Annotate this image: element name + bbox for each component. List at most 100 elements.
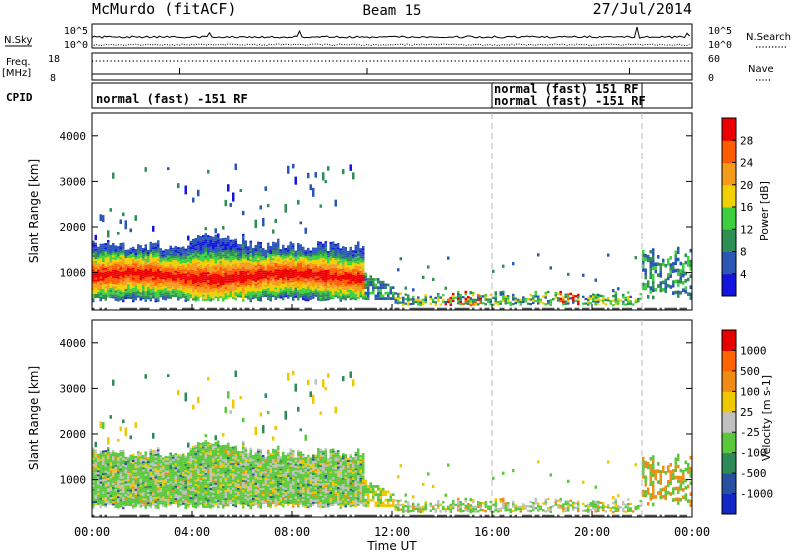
velocity-cell-1685: [167, 480, 170, 483]
power-cell-996: [134, 255, 137, 258]
power-cell-7048: [612, 289, 615, 293]
power-cell-7244: [659, 288, 662, 293]
velocity-cell-1987: [182, 488, 185, 491]
velocity-cell-1161: [142, 459, 145, 462]
velocity-cell-1259: [147, 473, 150, 476]
velocity-cell-2277: [194, 490, 197, 493]
velocity-cell-2065: [184, 465, 187, 468]
power-cell-2468: [202, 280, 205, 283]
power-cell-6954: [584, 297, 587, 301]
power-cell-6358: [402, 301, 405, 304]
velocity-cell-1665: [167, 501, 170, 504]
power-cell-5082: [314, 286, 317, 289]
velocity-cell-1223: [144, 451, 147, 454]
power-cell-1916: [177, 249, 180, 252]
power-cell-5308: [324, 290, 327, 293]
noise-tick-top-left: 10^5: [64, 26, 88, 37]
velocity-cell-1699: [167, 466, 170, 469]
power-cell-1162: [142, 250, 145, 253]
power-cell-2324: [197, 296, 200, 299]
power-cell-5938: [352, 262, 355, 265]
velocity-cell-1857: [174, 461, 177, 464]
power-cell-5356: [324, 241, 327, 244]
power-cell-88: [94, 269, 97, 272]
power-cell-7042: [612, 304, 615, 307]
power-cell-4606: [292, 276, 295, 279]
power-cell-5920: [352, 281, 355, 284]
power-cell-2110: [187, 268, 190, 271]
velocity-cell-1441: [154, 457, 157, 460]
velocity-cell-1567: [162, 498, 165, 501]
power-cell-7408: [689, 292, 692, 297]
power-cell-3856: [257, 247, 260, 250]
power-cell-1594: [162, 262, 165, 265]
power-cell-7118: [634, 300, 637, 304]
power-cell-5702: [342, 287, 345, 290]
velocity-cell-2355: [197, 472, 200, 475]
power-cell-3666: [249, 273, 252, 276]
power-cell-5196: [319, 284, 322, 287]
power-cell-7318: [672, 307, 675, 310]
power-cell-1952: [179, 265, 182, 268]
power-cell-4412: [282, 250, 285, 254]
velocity-cell-497: [112, 460, 115, 463]
power-cell-2432: [199, 250, 202, 253]
power-cell-2294: [194, 264, 197, 267]
power-cell-6290: [384, 291, 387, 295]
velocity-cell-149: [97, 472, 100, 475]
power-cell-1146: [142, 266, 145, 269]
velocity-cell-555: [114, 460, 117, 463]
power-cell-4674: [294, 264, 297, 268]
power-cell-4290: [277, 263, 280, 266]
velocity-cell-1753: [169, 462, 172, 465]
power-cell-7194: [649, 257, 652, 261]
velocity-cell-2103: [187, 483, 190, 486]
power-cell-5028: [312, 290, 315, 293]
power-cell-3950: [262, 270, 265, 273]
power-cell-2732: [212, 283, 215, 286]
power-cell-2758: [212, 257, 215, 260]
power-cell-194: [99, 272, 102, 275]
power-cell-800: [127, 290, 130, 293]
power-cell-6040: [357, 266, 360, 269]
power-cell-1390: [152, 225, 155, 232]
power-cell-4784: [299, 264, 302, 267]
power-cell-5112: [314, 255, 317, 258]
power-cell-2846: [214, 307, 217, 310]
power-cell-2062: [184, 260, 187, 264]
power-cell-1222: [144, 244, 147, 247]
velocity-cell-1481: [157, 476, 160, 479]
power-cell-804: [127, 286, 130, 289]
power-cell-6864: [557, 299, 560, 302]
power-cell-2856: [217, 290, 220, 293]
power-cell-2014: [182, 252, 185, 255]
power-cell-2702: [209, 248, 212, 251]
cpid-segment-2: normal (fast) 151 RF: [494, 82, 639, 96]
velocity-cell-607: [117, 463, 120, 466]
velocity-cell-1517: [159, 496, 162, 499]
power-cell-898: [132, 300, 135, 303]
power-cell-3608: [247, 274, 250, 277]
power-cell-7144: [642, 260, 645, 265]
velocity-cell-1807: [172, 460, 175, 463]
power-cell-2878: [217, 268, 220, 271]
power-cell-1278: [149, 299, 152, 302]
velocity-cell-63: [94, 502, 97, 506]
velocity-cell-205: [99, 469, 102, 472]
power-cell-3904: [259, 258, 262, 261]
velocity-cell-2223: [192, 478, 195, 481]
power-cell-92: [94, 265, 97, 268]
power-cell-4256: [274, 307, 277, 310]
power-cell-328: [104, 253, 107, 256]
power-cell-2536: [204, 278, 207, 281]
velocity-cell-157: [97, 464, 100, 467]
power-cell-3454: [239, 244, 242, 247]
power-cell-6866: [557, 297, 560, 300]
power-cell-2886: [217, 260, 220, 263]
power-cell-4756: [299, 293, 302, 296]
power-cell-3802: [254, 244, 257, 248]
velocity-cell-2367: [197, 460, 200, 463]
power-cell-4044: [267, 281, 270, 284]
velocity-cell-2087: [187, 499, 190, 502]
power-cell-4110: [269, 274, 272, 277]
